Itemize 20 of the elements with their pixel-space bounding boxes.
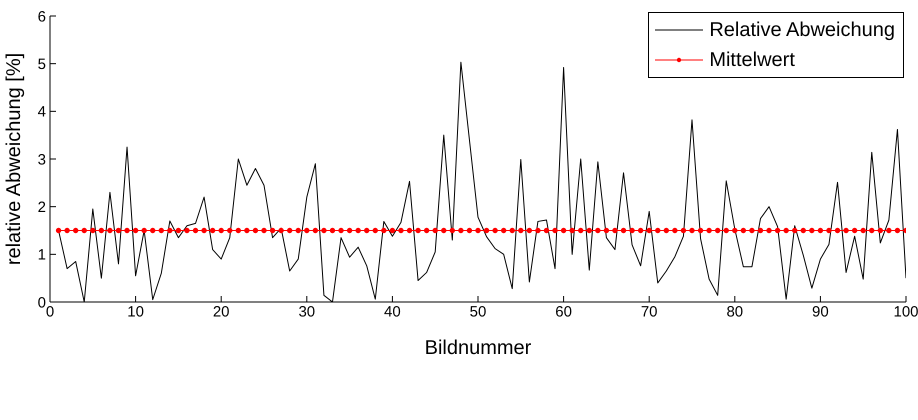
x-tick-label: 80 (726, 304, 744, 321)
x-tick-label: 100 (893, 304, 918, 321)
x-tick-label: 20 (212, 304, 230, 321)
x-tick-label: 60 (555, 304, 572, 321)
x-tick-label: 70 (640, 304, 658, 321)
x-axis-title: Bildnummer (424, 337, 532, 359)
x-tick-label: 50 (470, 304, 486, 321)
y-tick-label: 5 (38, 56, 46, 73)
y-axis-title: relative Abweichung [%] (3, 52, 25, 266)
y-tick-label: 6 (38, 8, 46, 26)
y-tick-label: 4 (38, 104, 46, 121)
x-tick-label: 10 (127, 304, 144, 321)
legend-label: Relative Abweichung (709, 18, 895, 42)
legend-label: Mittelwert (709, 48, 795, 72)
y-tick-label: 1 (38, 246, 46, 264)
y-tick-label: 3 (38, 151, 46, 168)
x-tick-label: 30 (298, 304, 316, 321)
y-tick-label: 2 (38, 198, 46, 216)
x-tick-label: 40 (384, 304, 401, 321)
x-tick-label: 90 (812, 304, 829, 321)
